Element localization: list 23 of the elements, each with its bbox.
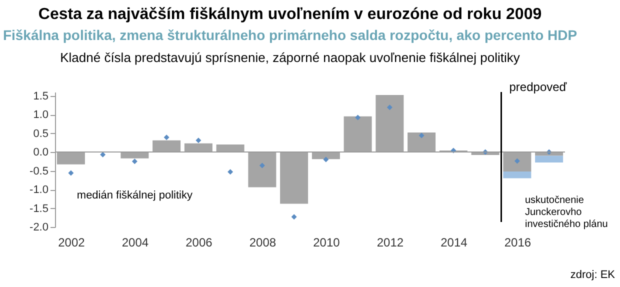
ref-line-label: predpoveď (509, 80, 568, 94)
x-tick-label: 2016 (504, 236, 532, 250)
annotation: medián fiškálnej politiky (76, 189, 193, 202)
y-tick-label: 1.0 (33, 109, 48, 121)
x-tick-label: 2006 (186, 236, 213, 250)
chart-subtitle: Fiškálna politika, zmena štrukturálneho primárneho salda rozpočtu, ako percento HDP (2, 27, 578, 43)
x-tick-label: 2012 (376, 236, 404, 250)
y-tick-label: -0.5 (30, 165, 48, 178)
x-tick-label: 2004 (122, 236, 149, 250)
y-tick-label: 1.5 (33, 90, 48, 102)
annotation: uskutočnenie Junckerovho investičného plánu (525, 195, 608, 230)
x-tick-label: 2002 (58, 236, 86, 250)
y-tick-label: -1.5 (30, 202, 48, 215)
chart-title: Cesta za najväčším fiškálnym uvoľnením v eurozóne od roku 2009 (38, 6, 542, 23)
y-tick-label: 0.5 (33, 128, 48, 140)
y-tick-label: -1.0 (30, 184, 48, 196)
x-tick-label: 2008 (249, 236, 276, 250)
y-tick-label: 0.0 (33, 146, 48, 158)
x-tick-label: 2014 (440, 236, 468, 250)
x-tick-label: 2010 (313, 236, 340, 250)
y-tick-label: -2.0 (30, 222, 48, 234)
text: Kladné čísla predstavujú sprísnenie, záporné naopak uvoľnenie fiškálnej politiky (60, 50, 520, 65)
text: zdroj: EK (570, 269, 616, 281)
